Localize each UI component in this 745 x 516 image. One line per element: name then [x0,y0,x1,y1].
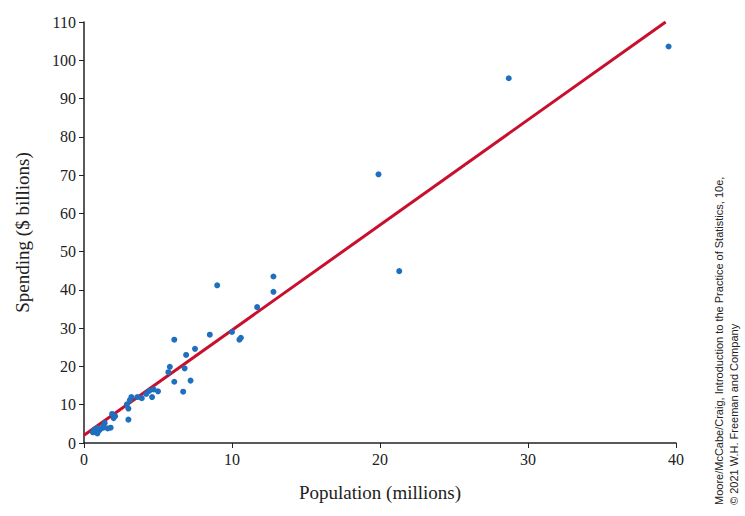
svg-text:80: 80 [60,128,76,145]
svg-text:30: 30 [60,320,76,337]
svg-text:Population (millions): Population (millions) [299,482,461,504]
svg-text:60: 60 [60,205,76,222]
svg-text:© 2021 W.H. Freeman and Compan: © 2021 W.H. Freeman and Company [728,323,740,505]
svg-text:50: 50 [60,243,76,260]
svg-text:0: 0 [80,451,88,468]
svg-text:70: 70 [60,167,76,184]
svg-text:110: 110 [53,14,76,31]
svg-text:Moore/McCabe/Craig, Introducti: Moore/McCabe/Craig, Introduction to the … [713,177,725,505]
svg-text:40: 40 [60,281,76,298]
svg-text:100: 100 [52,52,76,69]
svg-text:20: 20 [372,451,388,468]
svg-text:10: 10 [60,396,76,413]
svg-text:0: 0 [68,435,76,452]
svg-text:20: 20 [60,358,76,375]
svg-text:90: 90 [60,90,76,107]
svg-text:30: 30 [520,451,536,468]
svg-text:40: 40 [668,451,684,468]
svg-text:10: 10 [224,451,240,468]
svg-text:Spending ($ billions): Spending ($ billions) [12,152,34,312]
